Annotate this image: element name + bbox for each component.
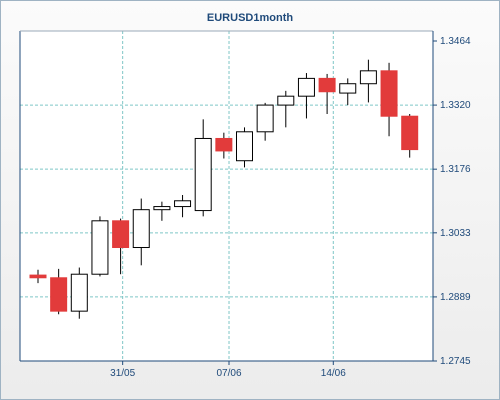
candle-body-up xyxy=(359,70,377,85)
candle-body-up xyxy=(132,209,150,249)
candle-body-up xyxy=(256,104,274,133)
x-tick-label: 31/05 xyxy=(110,368,135,379)
candle-body-up xyxy=(70,273,88,312)
candle xyxy=(380,62,398,137)
candle xyxy=(174,194,192,218)
candle-body-up xyxy=(194,137,212,212)
axes xyxy=(19,30,434,362)
candle-body-up xyxy=(153,206,171,211)
candle xyxy=(401,113,419,158)
y-tick-label: 1.3033 xyxy=(440,228,471,239)
candle xyxy=(359,59,377,103)
candle-body-down xyxy=(29,274,47,279)
candle xyxy=(50,268,68,315)
x-axis-labels: 31/05 07/06 14/06 xyxy=(110,361,346,379)
candle-body-up xyxy=(297,77,315,97)
candle-body-down xyxy=(215,137,233,152)
candle xyxy=(318,73,336,114)
candle-body-down xyxy=(112,220,130,249)
candle-body-down xyxy=(380,70,398,117)
candle-body-up xyxy=(339,83,357,94)
y-tick-label: 1.2745 xyxy=(440,356,471,367)
candle xyxy=(339,78,357,106)
candle xyxy=(194,119,212,217)
candle-body-up xyxy=(174,200,192,208)
candle xyxy=(91,216,109,277)
y-tick-label: 1.2889 xyxy=(440,292,471,303)
y-tick-label: 1.3320 xyxy=(440,100,471,111)
candle xyxy=(112,218,130,275)
x-tick-label: 14/06 xyxy=(321,368,346,379)
candle-body-up xyxy=(236,131,253,162)
chart-title: EURUSD1month xyxy=(206,12,294,24)
y-tick-label: 1.3176 xyxy=(440,164,471,175)
candle xyxy=(256,102,274,141)
candles xyxy=(29,59,419,319)
candle-body-up xyxy=(277,95,295,106)
candle xyxy=(236,127,253,168)
x-tick-label: 07/06 xyxy=(216,368,241,379)
candle xyxy=(70,267,88,319)
candle xyxy=(297,73,315,119)
candle xyxy=(153,201,171,221)
plot-area xyxy=(20,31,433,361)
candle-body-down xyxy=(50,277,68,312)
candle xyxy=(29,269,47,284)
candle xyxy=(215,132,233,159)
candle xyxy=(277,90,295,128)
candle-body-down xyxy=(318,77,336,93)
candle-body-down xyxy=(401,115,419,151)
candle xyxy=(132,198,150,266)
y-axis-labels: 1.3464 1.3320 1.3176 1.3033 1.2889 1.2745 xyxy=(433,36,471,367)
candle-body-up xyxy=(91,220,109,275)
y-tick-label: 1.3464 xyxy=(440,36,471,47)
